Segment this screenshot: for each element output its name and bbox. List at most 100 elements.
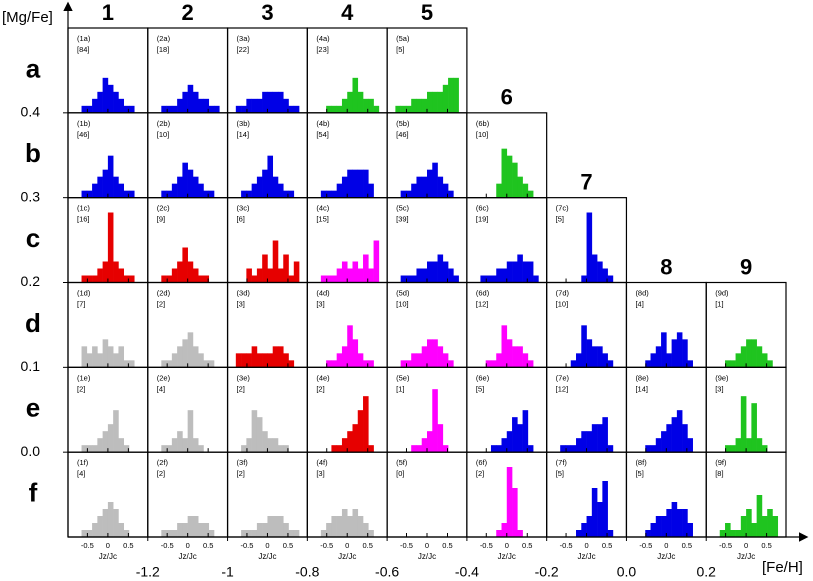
- histogram-bar: [347, 268, 353, 283]
- inner-axis-label: Jz/Jc: [657, 552, 675, 561]
- histogram-bar: [432, 91, 438, 113]
- histogram-bar: [357, 410, 364, 453]
- histogram-bar: [293, 261, 300, 283]
- histogram-bar: [405, 190, 412, 198]
- histogram-bar: [341, 509, 348, 537]
- histogram-bar: [352, 509, 359, 537]
- panel-label: (9d): [715, 288, 729, 297]
- panel-count: [3]: [237, 299, 245, 308]
- histogram-bar: [682, 339, 688, 368]
- histogram-bar: [177, 431, 183, 453]
- histogram-bar: [400, 105, 407, 113]
- histogram-bar: [448, 268, 454, 283]
- panel-label: (3e): [237, 373, 251, 382]
- column-label: 3: [261, 0, 273, 25]
- panel-count: [12]: [556, 384, 569, 393]
- panel-count: [16]: [77, 215, 90, 224]
- panel-count: [14]: [635, 384, 648, 393]
- histogram-bar: [320, 530, 327, 537]
- histogram-bar: [725, 445, 731, 453]
- inner-tick-label: 0.5: [283, 541, 293, 550]
- histogram-bar: [267, 438, 274, 453]
- column-label: 8: [660, 254, 672, 279]
- panel-label: (2d): [157, 288, 171, 297]
- panel-count: [4]: [635, 299, 643, 308]
- histogram-bar: [607, 275, 614, 283]
- histogram-bar: [336, 105, 343, 113]
- histogram-bar: [730, 530, 736, 537]
- histogram-bar: [421, 438, 428, 453]
- histogram-bar: [267, 91, 274, 113]
- histogram-bar: [347, 431, 353, 453]
- histogram-bar: [251, 183, 258, 198]
- histogram-bar: [182, 247, 188, 283]
- panel-count: [2]: [77, 384, 85, 393]
- histogram-bar: [352, 261, 359, 283]
- histogram-bar: [166, 445, 173, 453]
- histogram-bar: [288, 360, 295, 368]
- histogram-bar: [235, 353, 242, 368]
- histogram-bar: [448, 360, 454, 368]
- inner-tick-label: -0.5: [560, 541, 573, 550]
- histogram-bar: [437, 176, 444, 198]
- histogram-bar: [522, 353, 529, 368]
- y-tick-label: 0.3: [21, 188, 41, 204]
- histogram-bar: [246, 268, 252, 283]
- histogram-bar: [113, 176, 119, 198]
- panel-label: (8e): [635, 373, 649, 382]
- histogram-bar: [198, 353, 204, 368]
- inner-axis-label: Jz/Jc: [99, 552, 117, 561]
- x-tick-label: -1.2: [136, 564, 160, 580]
- histogram-bar: [756, 346, 763, 368]
- histogram-bar: [533, 275, 539, 283]
- histogram-bar: [107, 424, 114, 453]
- histogram-bar: [661, 332, 667, 368]
- histogram-bar: [591, 488, 598, 537]
- histogram-bar: [113, 353, 119, 368]
- panel-count: [2]: [157, 299, 165, 308]
- histogram-bar: [448, 77, 454, 113]
- inner-tick-label: -0.5: [81, 541, 94, 550]
- histogram-bar: [320, 190, 327, 198]
- panel-label: (1b): [77, 119, 91, 128]
- histogram-bar: [241, 353, 247, 368]
- histogram-bar: [416, 353, 423, 368]
- histogram-bar: [506, 261, 513, 283]
- histogram-bar: [661, 516, 667, 537]
- panel-label: (3a): [237, 34, 251, 43]
- panel-count: [1]: [396, 384, 404, 393]
- x-tick-label: 0.0: [617, 564, 637, 580]
- inner-axis-label: Jz/Jc: [338, 552, 356, 561]
- histogram-bar: [650, 523, 657, 537]
- histogram-bar: [437, 424, 444, 453]
- histogram-bar: [666, 509, 672, 537]
- histogram-bar: [506, 431, 513, 453]
- histogram-bar: [97, 176, 103, 198]
- histogram-bar: [581, 275, 587, 283]
- histogram-bar: [123, 190, 130, 198]
- histogram-bar: [352, 169, 359, 198]
- histogram-bar: [400, 190, 407, 198]
- histogram-bar: [560, 445, 566, 453]
- histogram-bar: [527, 190, 534, 198]
- histogram-bar: [671, 502, 678, 537]
- histogram-bar: [262, 353, 268, 368]
- histogram-bar: [570, 360, 577, 368]
- x-tick-label: -1: [221, 564, 234, 580]
- histogram-bar: [512, 162, 518, 198]
- histogram-bar: [235, 105, 242, 113]
- panel-label: (1c): [77, 204, 90, 213]
- histogram-bar: [123, 445, 130, 453]
- histogram-bar: [113, 509, 119, 537]
- panel-count: [7]: [77, 299, 85, 308]
- histogram-bar: [203, 275, 210, 283]
- histogram-bar: [256, 353, 263, 368]
- inner-tick-label: 0.5: [602, 541, 612, 550]
- histogram-bar: [368, 530, 374, 537]
- panel-count: [10]: [396, 299, 409, 308]
- histogram-bar: [719, 530, 726, 537]
- histogram-bar: [336, 445, 343, 453]
- histogram-bar: [208, 360, 215, 368]
- histogram-bar: [432, 389, 438, 453]
- panel-count: [18]: [157, 45, 170, 54]
